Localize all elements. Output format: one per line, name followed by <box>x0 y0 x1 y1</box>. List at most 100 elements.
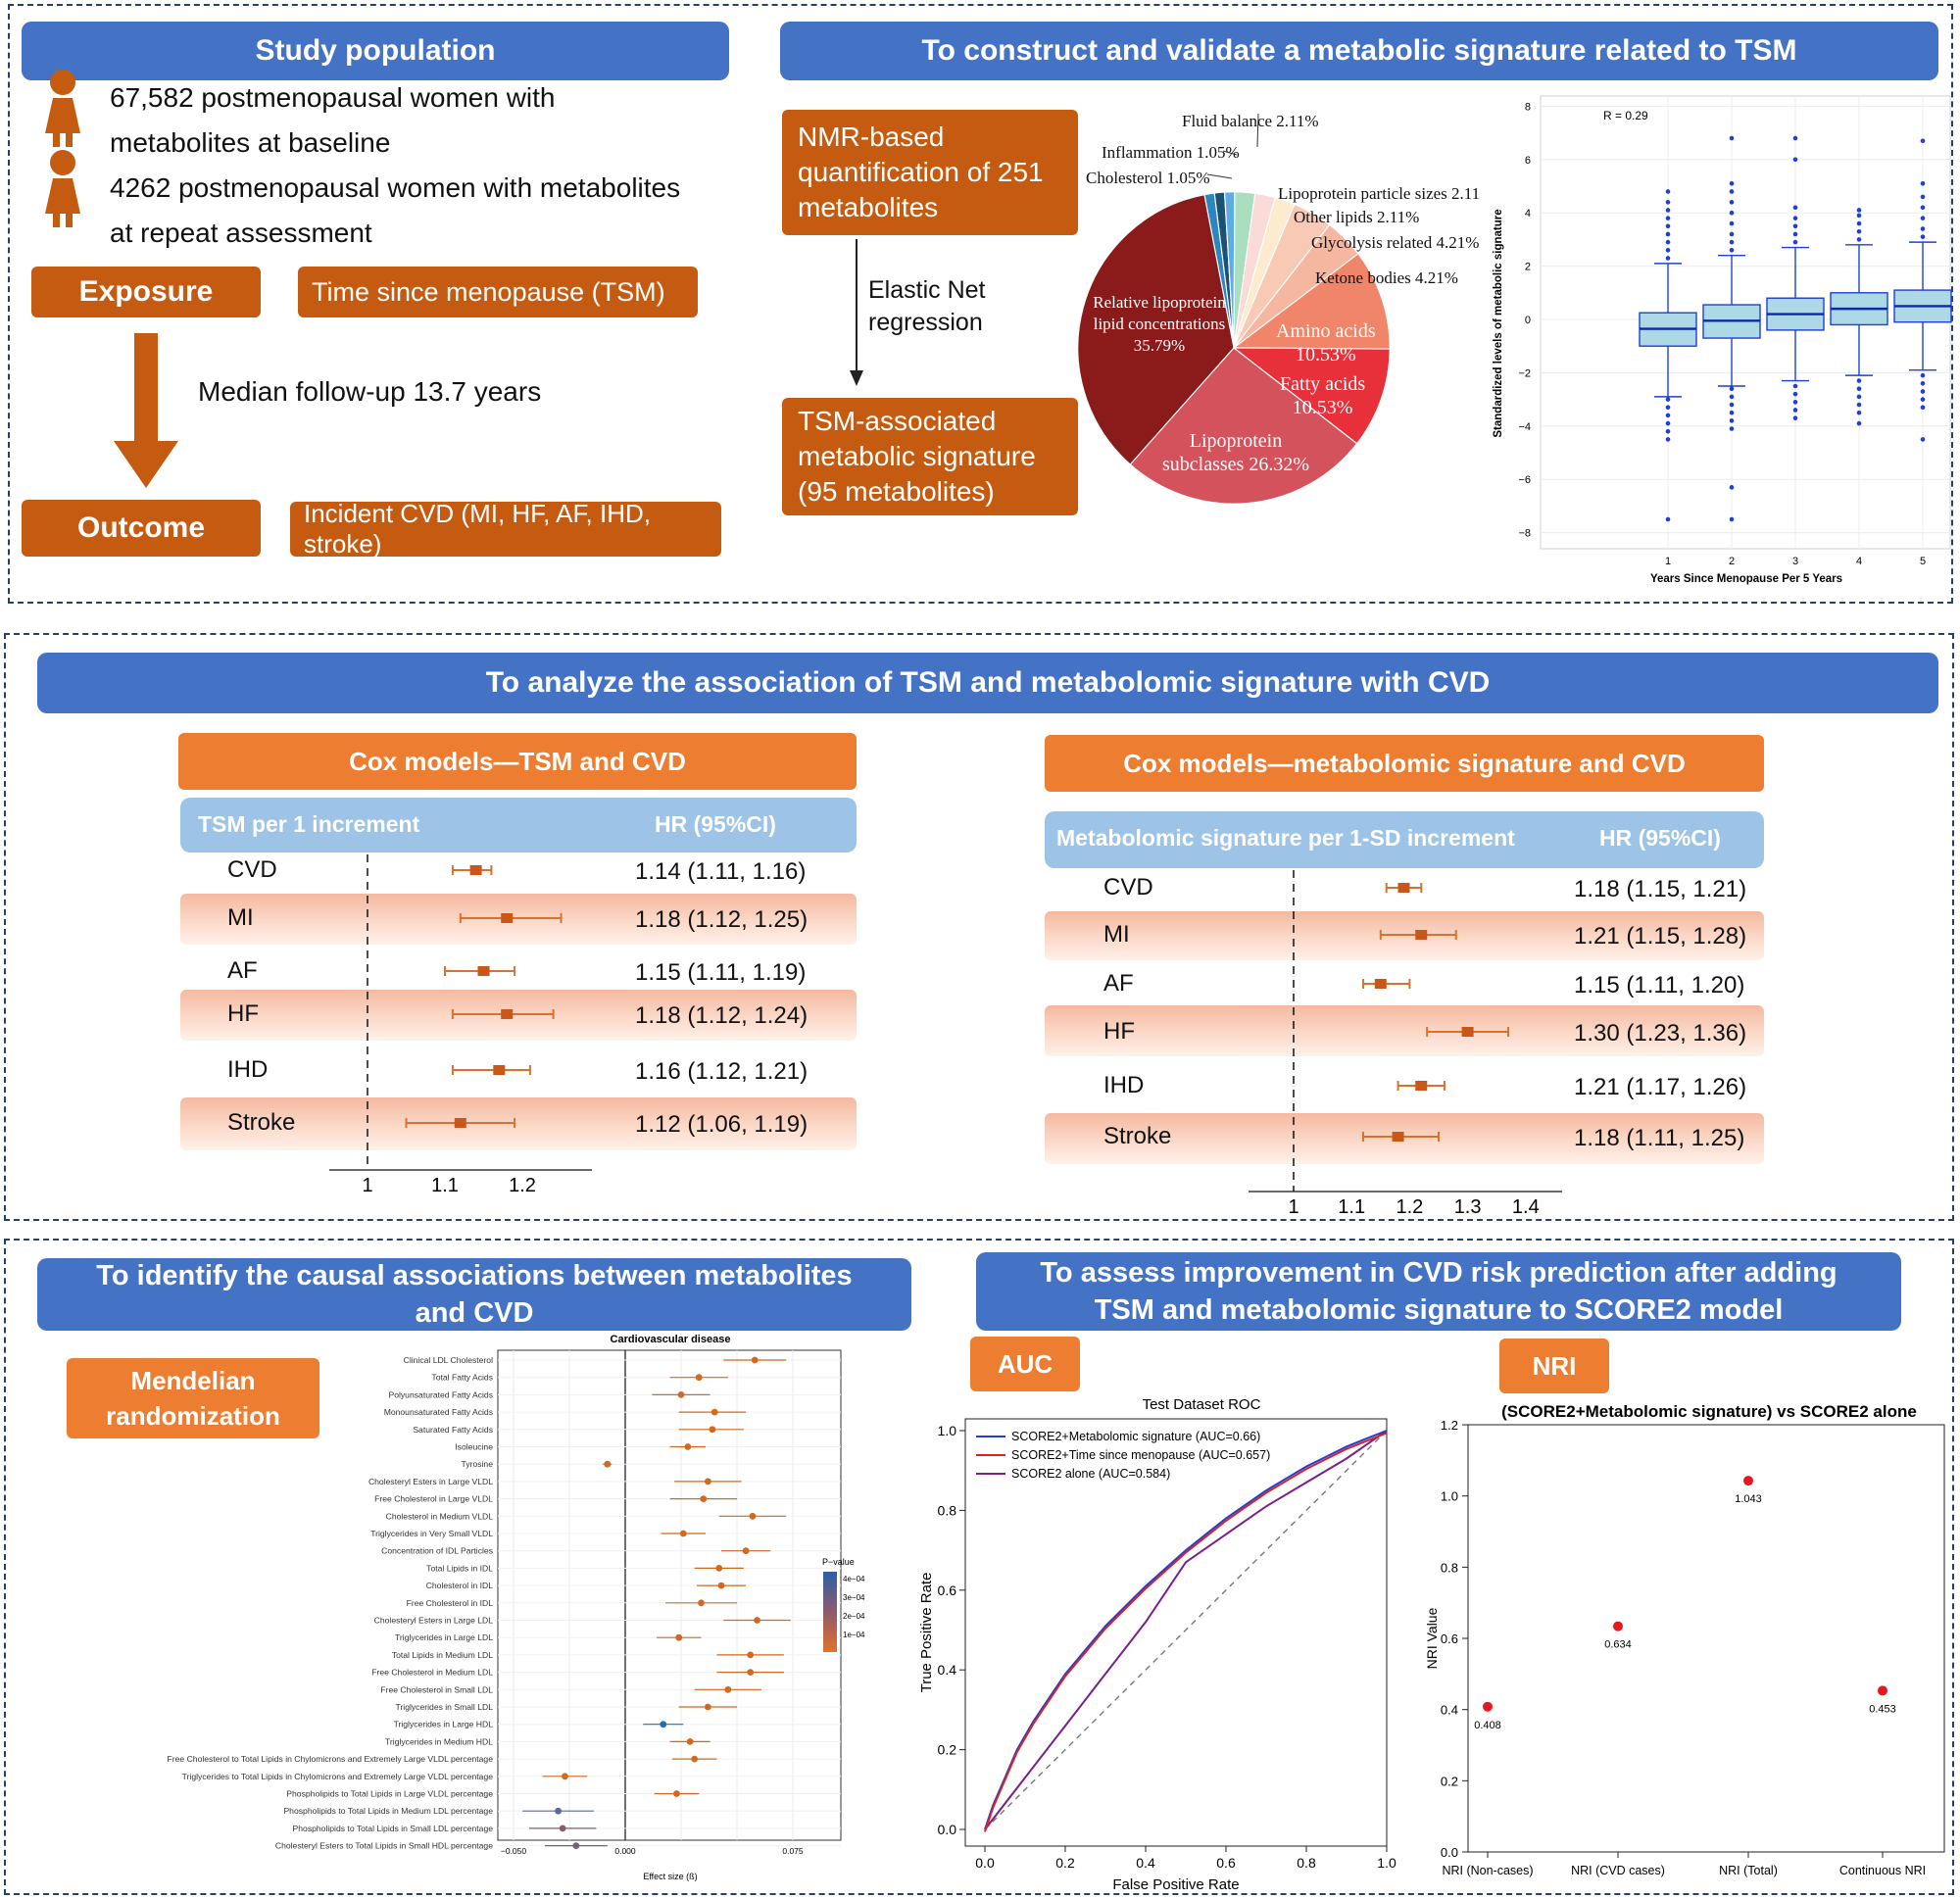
outlier-point <box>1856 208 1862 213</box>
pie-label-glycolysis: Glycolysis related 4.21% <box>1311 233 1480 252</box>
outcome-label-ihd: IHD <box>227 1056 269 1083</box>
effect-point <box>700 1495 708 1502</box>
method-text: Elastic Net regression <box>868 276 986 336</box>
roc-curve-metabolomic <box>984 1430 1388 1830</box>
cox-signature-title: Cox models—metabolomic signature and CVD <box>1045 735 1764 792</box>
x-tick-label: 1.2 <box>509 1175 536 1195</box>
hr-point <box>477 966 490 976</box>
x-tick-label: NRI (Non-cases) <box>1442 1864 1533 1877</box>
repeat-text-2: at repeat assessment <box>110 218 372 248</box>
x-tick-label: 1.1 <box>431 1175 459 1195</box>
metabolite-label: Free Cholesterol in Small LDL <box>380 1684 493 1694</box>
effect-point <box>742 1547 750 1555</box>
x-tick-label: 0.4 <box>1136 1855 1155 1871</box>
outcome-label-ihd: IHD <box>1103 1072 1145 1098</box>
mr-forest-plot: Cardiovascular disease −0.050 0.000 0.075 … <box>168 1334 865 1881</box>
outcome-label-mi: MI <box>1103 921 1130 948</box>
legend-label: SCORE2+Metabolomic signature (AUC=0.66) <box>1011 1430 1260 1443</box>
pie-label-fatty-a: Fatty acids <box>1280 373 1366 395</box>
outlier-point <box>1920 389 1926 394</box>
outlier-point <box>1729 247 1735 253</box>
outcome-label-mi: MI <box>227 904 254 931</box>
analyze-panel <box>4 633 1954 1221</box>
y-tick-label: −6 <box>1518 474 1531 486</box>
exposure-label: Exposure <box>78 275 214 308</box>
hr-value: 1.30 (1.23, 1.36) <box>1574 1020 1747 1047</box>
hr-point <box>1397 883 1410 893</box>
metabolite-label: Triglycerides in Medium HDL <box>385 1736 493 1746</box>
hr-value: 1.14 (1.11, 1.16) <box>635 858 807 885</box>
metabolite-label: Saturated Fatty Acids <box>413 1425 493 1435</box>
x-tick-label: 1.2 <box>1396 1196 1423 1215</box>
effect-point <box>704 1478 711 1485</box>
cox-signature-col1: Metabolomic signature per 1-SD increment <box>1056 825 1515 851</box>
pie-chart <box>1077 191 1391 505</box>
outlier-point <box>1729 231 1735 237</box>
effect-point <box>684 1443 692 1450</box>
metabolite-label: Monounsaturated Fatty Acids <box>384 1407 493 1417</box>
effect-point <box>749 1512 757 1520</box>
causal-header: To identify the causal associations betw… <box>37 1258 911 1331</box>
nri-value-label: 0.453 <box>1869 1703 1896 1715</box>
effect-point <box>704 1703 711 1711</box>
metabolite-label: Concentration of IDL Particles <box>381 1546 493 1556</box>
metabolite-label: Triglycerides in Very Small VLDL <box>370 1529 493 1538</box>
roc-curve-tsm <box>984 1432 1388 1832</box>
outlier-point <box>1665 420 1671 426</box>
outlier-point <box>1856 237 1862 242</box>
effect-point <box>709 1426 716 1434</box>
pie-label-amino: Amino acids 10.53% <box>1276 319 1376 366</box>
pie-label-amino-b: 10.53% <box>1295 344 1356 365</box>
x-tick-label: 0.6 <box>1216 1855 1236 1871</box>
outlier-point <box>1920 194 1926 200</box>
nri-point <box>1878 1685 1887 1696</box>
outcome-label-hf: HF <box>1103 1018 1135 1045</box>
outlier-point <box>1729 485 1735 490</box>
metabolite-label: Free Cholesterol to Total Lipids in Chyl… <box>168 1754 494 1764</box>
y-tick-label: 0.8 <box>938 1502 957 1518</box>
analyze-header: To analyze the association of TSM and me… <box>37 653 1938 713</box>
hr-point <box>454 1118 466 1128</box>
x-tick-label: 1 <box>1665 556 1671 567</box>
pie-leader-lines <box>1206 113 1259 179</box>
metabolite-label: Total Lipids in IDL <box>426 1563 493 1573</box>
outcome-box: Outcome <box>22 500 261 557</box>
outlier-point <box>1665 397 1671 402</box>
nri-point <box>1483 1701 1493 1712</box>
study-population-header: Study population <box>22 22 729 80</box>
outlier-point <box>1792 415 1798 420</box>
roc-xlabel: False Positive Rate <box>1112 1876 1239 1893</box>
roc-curve-score2 <box>984 1430 1388 1830</box>
effect-point <box>695 1374 703 1382</box>
woman-icon <box>45 70 80 147</box>
woman-icon <box>45 150 80 227</box>
mr-xlabel: Effect size (ß) <box>643 1872 697 1881</box>
outlier-point <box>1729 220 1735 226</box>
nmr-box: NMR-based quantification of 251 metaboli… <box>782 110 1078 235</box>
outlier-point <box>1729 418 1735 423</box>
metabolite-label: Phospholipids to Total Lipids in Large V… <box>286 1789 493 1799</box>
outlier-point <box>1856 228 1862 234</box>
pie-label-relative-a: Relative lipoprotein <box>1093 293 1226 312</box>
outcome-label-hf: HF <box>227 1000 259 1027</box>
outlier-point <box>1856 220 1862 226</box>
exposure-box: Exposure <box>31 267 261 317</box>
signature-box: TSM-associated metabolic signature (95 m… <box>782 398 1078 515</box>
outlier-point <box>1665 516 1671 522</box>
outlier-point <box>1792 216 1798 220</box>
cox-tsm-title: Cox models—TSM and CVD <box>178 733 857 790</box>
legend-label: SCORE2+Time since menopause (AUC=0.657) <box>1011 1448 1270 1462</box>
cox-signature-header-row: Metabolomic signature per 1-SD increment… <box>1045 811 1764 868</box>
outlier-point <box>1729 200 1735 205</box>
pie-label-particle-sizes: Lipoprotein particle sizes 2.11 <box>1278 184 1481 203</box>
y-tick-label: 0.0 <box>1441 1845 1458 1860</box>
outlier-point <box>1729 239 1735 245</box>
y-tick-label: 0.2 <box>1441 1774 1458 1788</box>
metabolite-label: Free Cholesterol in Large VLDL <box>374 1494 493 1504</box>
x-tick-label: 4 <box>1856 556 1862 567</box>
outlier-point <box>1665 437 1671 442</box>
outlier-point <box>1792 383 1798 389</box>
pie-label-subclasses: Lipoprotein subclasses 26.32% <box>1143 429 1329 476</box>
outlier-point <box>1856 394 1862 400</box>
nri-point <box>1613 1621 1623 1631</box>
